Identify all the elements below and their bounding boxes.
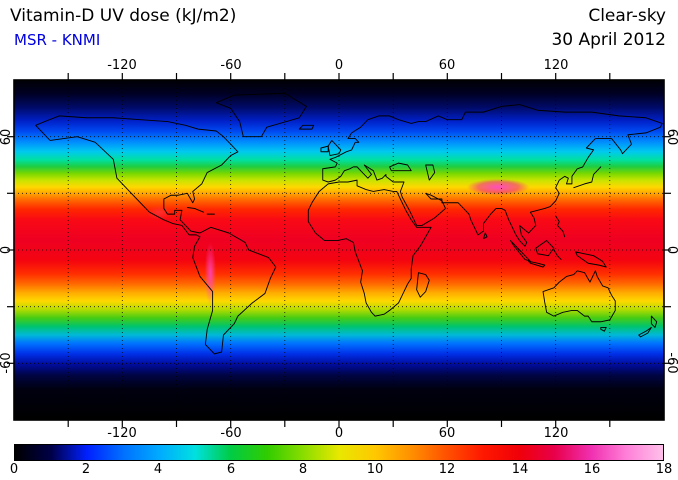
colorbar-tick-label: 2 xyxy=(81,462,91,477)
x-tick-label-bottom: 120 xyxy=(543,426,569,441)
x-tick-label-bottom: 0 xyxy=(334,426,344,441)
page-title: Vitamin-D UV dose (kJ/m2) xyxy=(10,6,237,26)
colorbar-tick-label: 18 xyxy=(655,462,673,477)
y-tick-label-right: 0 xyxy=(664,245,678,255)
colorbar xyxy=(14,444,664,461)
colorbar-tick-label: 6 xyxy=(226,462,236,477)
data-source-label: MSR - KNMI xyxy=(14,31,101,49)
y-tick-label-left: 60 xyxy=(0,128,14,146)
y-tick-label-left: 0 xyxy=(0,245,14,255)
colorbar-tick-label: 10 xyxy=(366,462,384,477)
y-tick-label-right: 60 xyxy=(664,128,678,146)
x-tick-label-top: 60 xyxy=(438,58,456,73)
colorbar-tick-label: 14 xyxy=(511,462,529,477)
colorbar-tick-label: 4 xyxy=(153,462,163,477)
x-tick-label-top: -120 xyxy=(107,58,137,73)
x-tick-label-top: 120 xyxy=(543,58,569,73)
y-tick-label-right: -60 xyxy=(664,352,678,374)
date-label: 30 April 2012 xyxy=(551,30,666,50)
colorbar-tick-label: 16 xyxy=(583,462,601,477)
x-tick-label-bottom: 60 xyxy=(438,426,456,441)
sky-condition-label: Clear-sky xyxy=(588,6,666,26)
x-tick-label-bottom: -120 xyxy=(107,426,137,441)
x-tick-label-top: -60 xyxy=(220,58,242,73)
colorbar-tick-label: 8 xyxy=(298,462,308,477)
colorbar-tick-label: 0 xyxy=(9,462,19,477)
world-uv-heatmap xyxy=(14,80,664,420)
header-right: Clear-sky 30 April 2012 xyxy=(551,6,666,50)
colorbar-tick-label: 12 xyxy=(438,462,456,477)
y-tick-label-left: -60 xyxy=(0,352,14,374)
x-tick-label-top: 0 xyxy=(334,58,344,73)
x-tick-label-bottom: -60 xyxy=(220,426,242,441)
